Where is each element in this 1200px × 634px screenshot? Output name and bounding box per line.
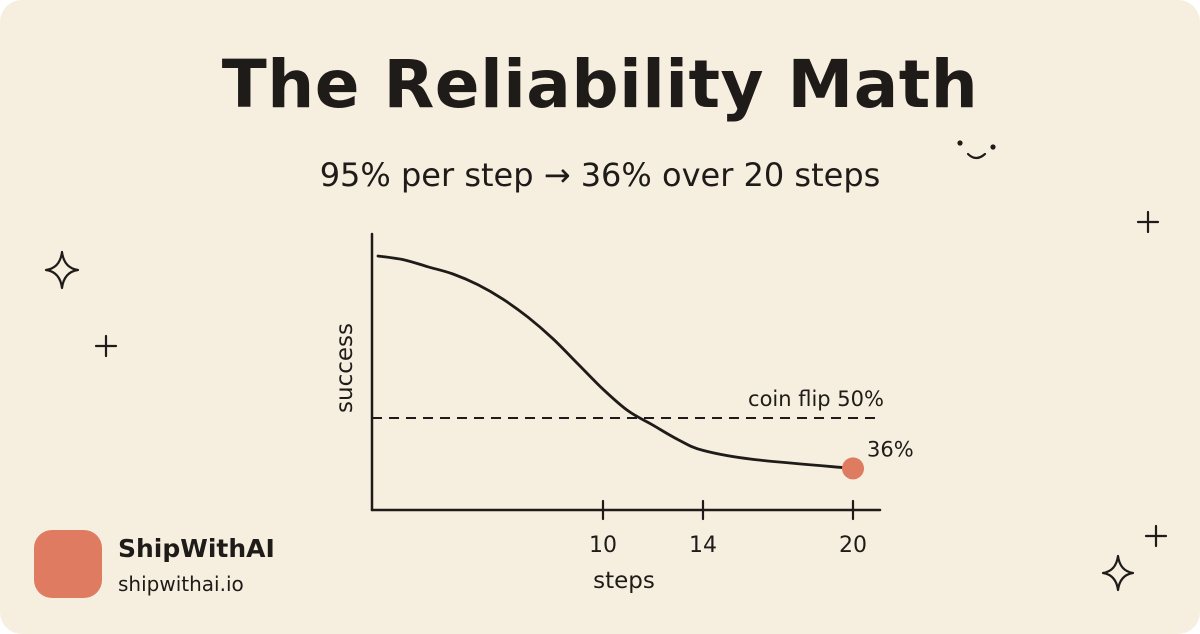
brand-logo — [34, 530, 102, 598]
page-subtitle: 95% per step → 36% over 20 steps — [319, 156, 881, 194]
x-tick-label-14: 14 — [689, 533, 717, 558]
x-tick-label-20: 20 — [839, 533, 867, 558]
series-line-success — [376, 254, 855, 470]
reference-line-label: coin flip 50% — [748, 387, 884, 411]
brand-name: ShipWithAI — [118, 534, 275, 563]
page-title: The Reliability Math — [221, 46, 979, 123]
brand-url: shipwithai.io — [118, 572, 244, 596]
highlight-point-20 — [842, 457, 864, 480]
x-axis-label: steps — [593, 568, 655, 594]
highlight-point-label: 36% — [867, 437, 914, 461]
y-axis-label: success — [332, 323, 358, 413]
x-tick-label-10: 10 — [589, 533, 617, 558]
